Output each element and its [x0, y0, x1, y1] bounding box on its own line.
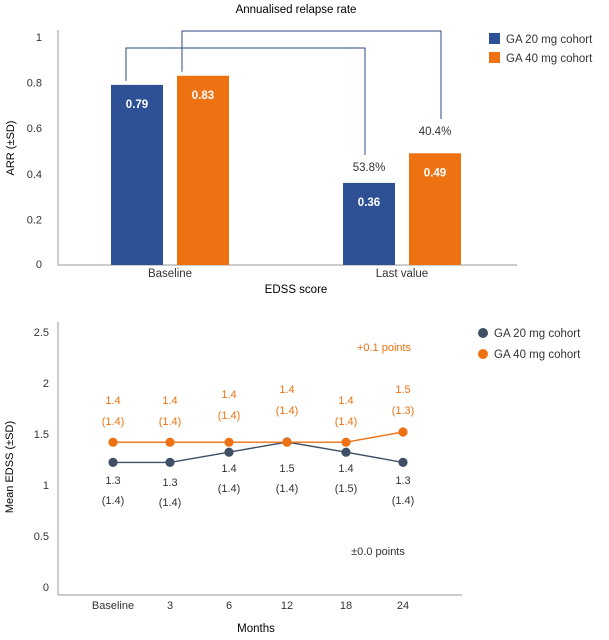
legend-label-ga20: GA 20 mg cohort: [506, 34, 593, 46]
point-ga40-1: [165, 437, 175, 447]
line-annotation-ga20-change: ±0.0 points: [351, 546, 405, 558]
point-ga40-2: [224, 437, 234, 447]
bar-y-tick-label: 0.8: [27, 78, 42, 90]
point-ga40-4: [341, 437, 351, 447]
line-y-tick-label: 1.5: [34, 429, 49, 441]
ga40-sd-label: (1.4): [102, 416, 125, 428]
line-chart-data-labels: 1.4 (1.4) 1.4 (1.4) 1.4 (1.4) 1.4 (1.4) 1.4 (1.4)…: [102, 384, 415, 509]
ga20-sd-label: (1.4): [392, 495, 415, 507]
point-ga20-2: [224, 447, 234, 457]
bar-annotation-ga40-change: 40.4%: [419, 126, 452, 138]
line-ga20: [113, 441, 404, 464]
line-y-tick-label: 2.5: [34, 327, 49, 339]
line-y-tick-label: 1: [43, 480, 49, 492]
point-ga20-1: [165, 457, 175, 467]
ga20-value-label: 1.3: [105, 475, 120, 487]
ga40-sd-label: (1.4): [159, 416, 182, 428]
bar-ga20-0: [111, 84, 163, 265]
bar-y-tick-label: 0.6: [27, 123, 42, 135]
edss-line-chart: Mean EDSS (±SD) Months 0 0.5 1 1.5 2 2.5 Base…: [4, 322, 581, 635]
line-ga40: [113, 431, 404, 443]
line-y-tick-label: 2: [43, 378, 49, 390]
bar-chart-y-ticks: 0 0.2 0.4 0.6 0.8 1: [27, 32, 42, 271]
ga40-sd-label: (1.4): [276, 405, 299, 417]
bar-value-label: 0.79: [126, 99, 148, 111]
line-annotation-ga40-change: +0.1 points: [357, 342, 412, 354]
line-x-tick-label: Baseline: [92, 600, 134, 612]
line-x-tick-label: 6: [226, 600, 232, 612]
bar-value-label: 0.36: [358, 197, 380, 209]
bar-y-tick-label: 0: [36, 259, 42, 271]
bar-ga40-0: [177, 75, 229, 265]
line-legend-marker-ga20: [478, 328, 488, 338]
ga20-value-label: 1.5: [279, 463, 294, 475]
ga20-sd-label: (1.4): [159, 497, 182, 509]
line-x-tick-label: 24: [397, 600, 409, 612]
line-chart-y-axis-label: Mean EDSS (±SD): [4, 421, 16, 513]
point-ga20-4: [341, 447, 351, 457]
legend-swatch-ga20: [489, 33, 500, 44]
bar-chart-x-axis-label: EDSS score: [265, 284, 328, 296]
point-ga40-3: [282, 437, 292, 447]
legend-label-ga40: GA 40 mg cohort: [506, 53, 593, 65]
ga20-sd-label: (1.4): [102, 495, 125, 507]
line-chart-x-axis-label: Months: [237, 623, 275, 635]
line-x-tick-label: 18: [340, 600, 352, 612]
ga40-value-label: 1.4: [162, 395, 177, 407]
bracket-ga20: [125, 47, 366, 155]
ga40-value-label: 1.4: [279, 384, 294, 396]
line-legend-label-ga20: GA 20 mg cohort: [494, 328, 581, 340]
bar-value-label: 0.49: [424, 167, 446, 179]
bar-chart-x-ticks: Baseline Last value: [148, 268, 428, 280]
ga40-value-label: 1.4: [221, 389, 236, 401]
ga40-value-label: 1.4: [105, 395, 120, 407]
bar-ga40-1: [409, 153, 461, 265]
bar-x-tick-label: Last value: [376, 268, 428, 280]
ga20-sd-label: (1.5): [335, 483, 358, 495]
line-x-tick-label: 3: [167, 600, 173, 612]
line-y-tick-label: 0: [43, 582, 49, 594]
line-x-tick-label: 12: [281, 600, 293, 612]
bar-value-label: 0.83: [192, 90, 214, 102]
line-chart-y-ticks: 0 0.5 1 1.5 2 2.5: [34, 327, 49, 594]
bar-annotation-ga20-change: 53.8%: [353, 162, 386, 174]
point-ga20-5: [398, 457, 408, 467]
line-y-tick-label: 0.5: [34, 531, 49, 543]
bar-y-tick-label: 1: [36, 32, 42, 44]
point-ga40-0: [108, 437, 118, 447]
bar-y-tick-label: 0.4: [27, 169, 42, 181]
line-chart-x-ticks: Baseline 3 6 12 18 24: [92, 600, 409, 612]
ga40-sd-label: (1.4): [218, 410, 241, 422]
bar-chart-legend: GA 20 mg cohort GA 40 mg cohort: [489, 33, 593, 65]
ga20-value-label: 1.3: [162, 477, 177, 489]
line-chart-legend: GA 20 mg cohort GA 40 mg cohort: [478, 328, 581, 361]
bar-x-tick-label: Baseline: [148, 268, 192, 280]
bar-chart-title: Annualised relapse rate: [236, 4, 357, 16]
legend-swatch-ga40: [489, 52, 500, 63]
line-chart-series: [108, 427, 408, 467]
ga20-value-label: 1.3: [395, 475, 410, 487]
ga40-value-label: 1.5: [395, 384, 410, 396]
point-ga20-0: [108, 457, 118, 467]
ga40-sd-label: (1.3): [392, 405, 415, 417]
line-legend-marker-ga40: [478, 349, 488, 359]
ga40-value-label: 1.4: [338, 395, 353, 407]
bracket-ga40: [181, 30, 442, 119]
line-legend-label-ga40: GA 40 mg cohort: [494, 349, 581, 361]
point-ga40-5: [398, 427, 408, 437]
ga20-sd-label: (1.4): [276, 483, 299, 495]
bar-chart-bars: 0.79 0.36 0.83 0.49: [111, 75, 461, 265]
bar-y-tick-label: 0.2: [27, 214, 42, 226]
bar-ga20-1: [343, 182, 395, 265]
ga20-value-label: 1.4: [221, 463, 236, 475]
ga20-value-label: 1.4: [338, 463, 353, 475]
bar-chart-y-axis-label: ARR (±SD): [5, 121, 17, 176]
arr-bar-chart: Annualised relapse rate ARR (±SD) EDSS s…: [5, 4, 593, 296]
bar-chart-comparison-brackets: [125, 30, 442, 155]
ga20-sd-label: (1.4): [218, 483, 241, 495]
ga40-sd-label: (1.4): [335, 416, 358, 428]
